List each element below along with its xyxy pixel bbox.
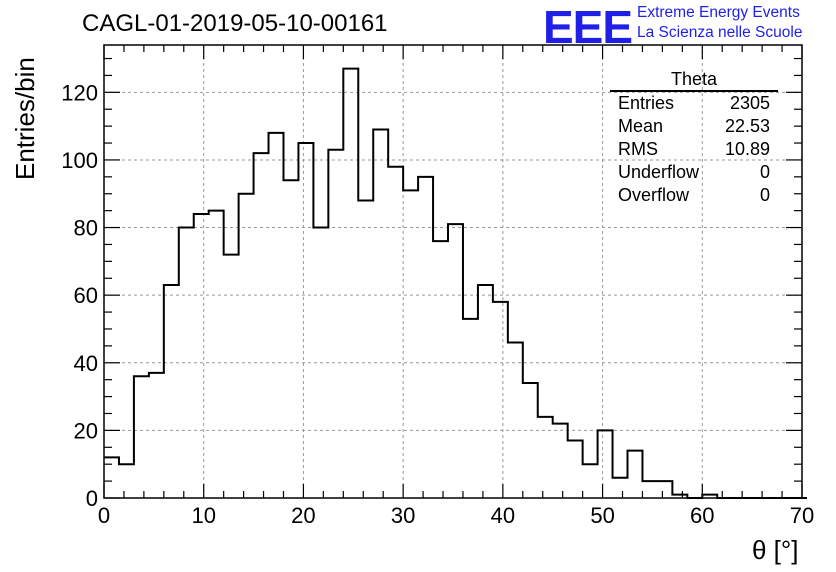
x-tick-label: 70 (790, 503, 814, 528)
x-tick-label: 0 (98, 503, 110, 528)
axis-ticks (103, 45, 803, 499)
y-tick-label: 20 (74, 418, 98, 443)
x-tick-label: 30 (391, 503, 415, 528)
stats-value: 10.89 (724, 139, 770, 159)
plot-frame (103, 44, 803, 499)
x-tick-label: 20 (291, 503, 315, 528)
logo-line-2: La Scienza nelle Scuole (637, 24, 803, 41)
stats-title: Theta (610, 70, 778, 92)
stats-box: Theta Entries 2305 Mean 22.53 RMS 10.89 Und… (610, 70, 778, 207)
chart-title: CAGL-01-2019-05-10-00161 (82, 10, 388, 37)
stats-label: Mean (618, 116, 664, 136)
grid (104, 45, 802, 498)
y-tick-label: 60 (74, 283, 98, 308)
stats-label: Overflow (618, 185, 690, 205)
stats-label: RMS (618, 139, 658, 159)
stats-row: Overflow 0 (610, 184, 778, 207)
stats-label: Entries (618, 93, 675, 113)
logo-caption: Extreme Energy Events La Scienza nelle S… (637, 3, 802, 43)
y-axis-label: Entries/bin (10, 57, 40, 180)
x-axis-label: θ [°] (752, 535, 799, 565)
x-tick-label: 40 (491, 503, 515, 528)
x-tick-label: 50 (590, 503, 614, 528)
stats-row: Mean 22.53 (610, 115, 778, 138)
stats-label: Underflow (618, 162, 700, 182)
x-tick-label: 10 (191, 503, 215, 528)
histogram-series (104, 67, 807, 499)
stats-row: Entries 2305 (610, 92, 778, 115)
stats-row: RMS 10.89 (610, 138, 778, 161)
stats-value: 0 (759, 185, 770, 205)
stats-value: 0 (759, 162, 770, 182)
x-tick-labels: 0 10 20 30 40 50 60 70 (98, 503, 814, 528)
y-tick-label: 80 (74, 216, 98, 241)
logo-line-1: Extreme Energy Events (637, 4, 800, 21)
y-tick-label: 120 (61, 80, 98, 105)
y-tick-label: 40 (74, 351, 98, 376)
y-tick-labels: 0 20 40 60 80 100 120 (61, 80, 98, 511)
x-tick-label: 60 (690, 503, 714, 528)
y-tick-label: 0 (86, 486, 98, 511)
stats-row: Underflow 0 (610, 161, 778, 184)
y-tick-label: 100 (61, 148, 98, 173)
stats-value: 22.53 (724, 116, 770, 136)
eee-logo: EEE (543, 1, 633, 53)
stats-value: 2305 (729, 93, 770, 113)
